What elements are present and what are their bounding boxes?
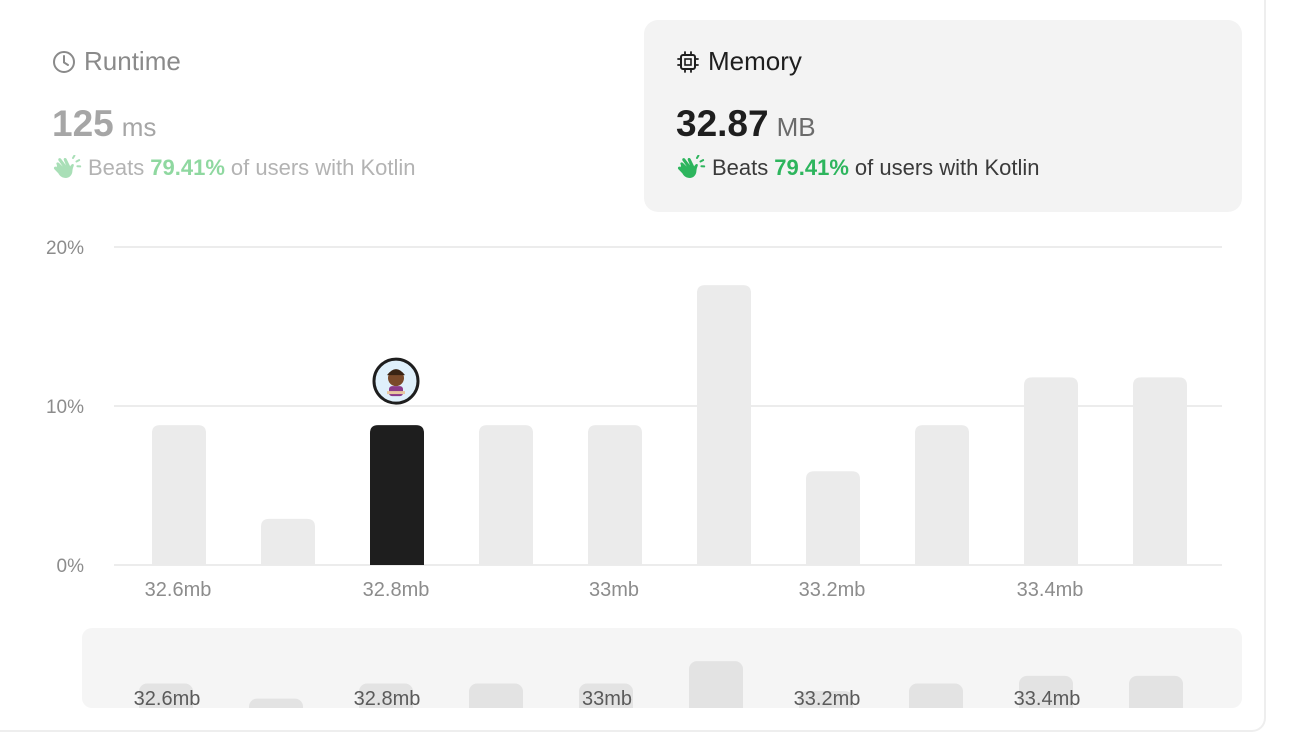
- memory-value-row: 32.87 MB: [676, 103, 1210, 145]
- user-avatar-icon[interactable]: [372, 357, 420, 405]
- navigator-chart: 32.6mb 32.8mb 33mb 33.2mb 33.4mb: [134, 661, 1183, 708]
- bar[interactable]: [479, 425, 533, 565]
- memory-value: 32.87: [676, 103, 769, 144]
- y-tick-label: 20%: [46, 238, 84, 259]
- runtime-beats: Beats 79.41% of users with Kotlin: [52, 155, 586, 181]
- memory-distribution-chart: 20% 10% 0% 32.6mb 32.8mb 33mb 33.2mb 33.4mb: [46, 238, 1222, 601]
- navigator-bar: [139, 683, 193, 708]
- runtime-card[interactable]: Runtime 125 ms Beats 79.41% of users wit…: [20, 20, 618, 212]
- navigator-tick-label: 32.8mb: [354, 688, 421, 708]
- runtime-beats-suffix: of users with Kotlin: [230, 155, 416, 180]
- bar[interactable]: [1024, 377, 1078, 565]
- navigator-bar: [579, 683, 633, 708]
- runtime-value-row: 125 ms: [52, 103, 586, 145]
- bar[interactable]: [261, 518, 315, 565]
- navigator-tick-label: 32.6mb: [134, 688, 201, 708]
- memory-unit: MB: [776, 112, 816, 142]
- x-tick-label: 32.6mb: [145, 579, 212, 601]
- x-tick-label: 33.2mb: [799, 579, 866, 601]
- navigator-tick-label: 33.2mb: [794, 688, 861, 708]
- navigator-bar: [909, 683, 963, 708]
- navigator-bar: [799, 690, 853, 708]
- bar[interactable]: [1133, 377, 1187, 565]
- x-tick-label: 33mb: [589, 579, 639, 601]
- runtime-unit: ms: [121, 112, 157, 142]
- clock-icon: [52, 50, 76, 74]
- navigator-tick-label: 33mb: [582, 688, 632, 708]
- memory-header: Memory: [676, 46, 1210, 77]
- bar[interactable]: [806, 471, 860, 565]
- bar[interactable]: [152, 425, 206, 565]
- bar[interactable]: [588, 425, 642, 565]
- result-panel: [0, 0, 1266, 732]
- runtime-title: Runtime: [84, 46, 181, 76]
- memory-beats-percent: 79.41%: [774, 155, 849, 180]
- avatar-item: [387, 391, 405, 395]
- bar[interactable]: [697, 285, 751, 565]
- x-tick-label: 33.4mb: [1017, 579, 1084, 601]
- navigator-tick-label: 33.4mb: [1014, 688, 1081, 708]
- navigator-bar: [469, 683, 523, 708]
- navigator-bar: [689, 661, 743, 708]
- memory-beats: Beats 79.41% of users with Kotlin: [676, 155, 1210, 181]
- runtime-header: Runtime: [52, 46, 586, 77]
- navigator-bar: [249, 698, 303, 708]
- selected-bar[interactable]: [370, 425, 424, 565]
- avatar-hair: [387, 369, 405, 376]
- chip-icon: [676, 50, 700, 74]
- clap-icon: [676, 155, 706, 181]
- memory-beats-suffix: of users with Kotlin: [854, 155, 1040, 180]
- memory-card[interactable]: Memory 32.87 MB Beats 79.41% of users wi…: [644, 20, 1242, 212]
- runtime-beats-prefix: Beats: [88, 155, 145, 180]
- y-tick-label: 0%: [57, 556, 85, 577]
- memory-beats-prefix: Beats: [712, 155, 769, 180]
- y-tick-label: 10%: [46, 397, 84, 418]
- clap-icon: [52, 155, 82, 181]
- navigator-bar: [1019, 675, 1073, 708]
- runtime-value: 125: [52, 103, 114, 144]
- x-tick-label: 32.8mb: [363, 579, 430, 601]
- navigator-bar: [359, 683, 413, 708]
- memory-title: Memory: [708, 46, 802, 76]
- runtime-beats-percent: 79.41%: [150, 155, 225, 180]
- bar[interactable]: [915, 425, 969, 565]
- navigator-bar: [1129, 675, 1183, 708]
- chart-range-navigator[interactable]: 32.6mb 32.8mb 33mb 33.2mb 33.4mb: [82, 628, 1242, 708]
